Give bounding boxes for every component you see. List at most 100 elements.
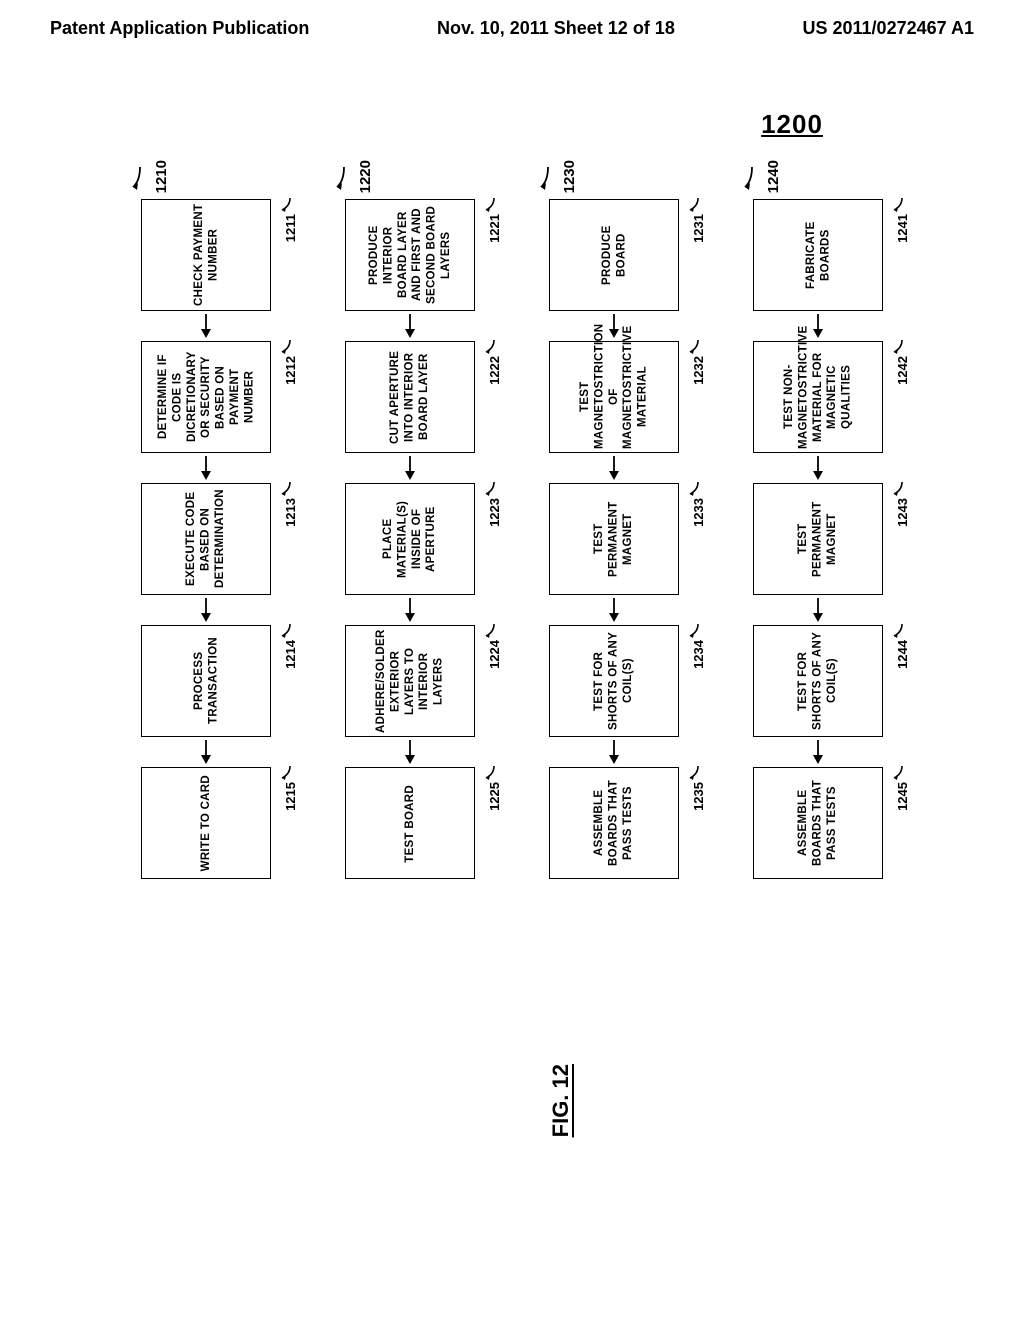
header-left: Patent Application Publication xyxy=(50,18,309,39)
step-ref-label: 1213 xyxy=(280,482,300,527)
flow-step-label: TEST PERMANENT MAGNET xyxy=(592,487,635,591)
flow-step-box: TEST FOR SHORTS OF ANY COIL(S)1244 xyxy=(753,625,883,737)
down-arrow-icon xyxy=(402,598,418,622)
flow-step-label: ASSEMBLE BOARDS THAT PASS TESTS xyxy=(592,771,635,875)
flow-step-label: TEST PERMANENT MAGNET xyxy=(796,487,839,591)
flow-step-box: CUT APERTURE INTO INTERIOR BOARD LAYER12… xyxy=(345,341,475,453)
column-ref-number: 1210 xyxy=(153,160,170,193)
step-ref-number: 1221 xyxy=(487,214,502,243)
patent-header: Patent Application Publication Nov. 10, … xyxy=(0,0,1024,39)
flow-step-box: TEST PERMANENT MAGNET1233 xyxy=(549,483,679,595)
hook-arrow-icon xyxy=(484,766,504,782)
down-arrow-icon xyxy=(810,740,826,764)
step-ref-label: 1232 xyxy=(688,340,708,385)
hook-arrow-icon xyxy=(892,624,912,640)
flow-step-box: TEST NON-MAGNETOSTRICTIVE MATERIAL FOR M… xyxy=(753,341,883,453)
flow-column-1220: 1220 PRODUCE INTERIOR BOARD LAYER AND FIR… xyxy=(325,160,495,879)
flow-step-label: WRITE TO CARD xyxy=(199,775,213,871)
hook-arrow-icon xyxy=(743,167,761,193)
step-ref-number: 1223 xyxy=(487,498,502,527)
hook-arrow-icon xyxy=(280,482,300,498)
down-arrow-icon xyxy=(606,314,622,338)
down-arrow-icon xyxy=(402,740,418,764)
step-ref-label: 1223 xyxy=(484,482,504,527)
hook-arrow-icon xyxy=(280,766,300,782)
step-ref-number: 1235 xyxy=(691,782,706,811)
flow-step-label: TEST NON-MAGNETOSTRICTIVE MATERIAL FOR M… xyxy=(782,345,854,449)
flow-step-box: PRODUCE INTERIOR BOARD LAYER AND FIRST A… xyxy=(345,199,475,311)
step-ref-number: 1211 xyxy=(283,214,298,242)
step-ref-number: 1234 xyxy=(691,640,706,669)
hook-arrow-icon xyxy=(484,198,504,214)
header-center: Nov. 10, 2011 Sheet 12 of 18 xyxy=(437,18,675,39)
flow-step-box: DETERMINE IF CODE IS DICRETIONARY OR SEC… xyxy=(141,341,271,453)
step-ref-label: 1242 xyxy=(892,340,912,385)
step-ref-label: 1243 xyxy=(892,482,912,527)
step-ref-number: 1224 xyxy=(487,640,502,669)
down-arrow-icon xyxy=(606,598,622,622)
step-ref-label: 1214 xyxy=(280,624,300,669)
hook-arrow-icon xyxy=(688,340,708,356)
flow-step-box: PRODUCE BOARD1231 xyxy=(549,199,679,311)
flow-step-label: PRODUCE BOARD xyxy=(600,203,629,307)
flow-step-label: CUT APERTURE INTO INTERIOR BOARD LAYER xyxy=(388,345,431,449)
step-ref-number: 1241 xyxy=(895,214,910,243)
flow-step-label: TEST BOARD xyxy=(403,785,417,863)
column-ref-label: 1220 xyxy=(335,160,374,193)
down-arrow-icon xyxy=(198,314,214,338)
flow-step-box: TEST FOR SHORTS OF ANY COIL(S)1234 xyxy=(549,625,679,737)
figure-caption: FIG. 12 xyxy=(548,1064,574,1137)
down-arrow-icon xyxy=(402,456,418,480)
step-ref-label: 1241 xyxy=(892,198,912,243)
step-ref-label: 1224 xyxy=(484,624,504,669)
step-ref-label: 1225 xyxy=(484,766,504,811)
hook-arrow-icon xyxy=(688,198,708,214)
hook-arrow-icon xyxy=(892,198,912,214)
step-ref-label: 1245 xyxy=(892,766,912,811)
column-ref-label: 1230 xyxy=(539,160,578,193)
flow-step-box: EXECUTE CODE BASED ON DETERMINATION1213 xyxy=(141,483,271,595)
hook-arrow-icon xyxy=(892,766,912,782)
step-ref-number: 1222 xyxy=(487,356,502,385)
down-arrow-icon xyxy=(810,456,826,480)
step-ref-label: 1215 xyxy=(280,766,300,811)
hook-arrow-icon xyxy=(484,482,504,498)
step-ref-number: 1243 xyxy=(895,498,910,527)
flow-column-1210: 1210CHECK PAYMENT NUMBER1211DETERMINE IF… xyxy=(121,160,291,879)
flow-step-label: TEST FOR SHORTS OF ANY COIL(S) xyxy=(592,629,635,733)
flow-step-box: ADHERE/SOLDER EXTERIOR LAYERS TO INTERIO… xyxy=(345,625,475,737)
step-ref-number: 1245 xyxy=(895,782,910,811)
flow-step-label: ASSEMBLE BOARDS THAT PASS TESTS xyxy=(796,771,839,875)
flow-step-label: TEST FOR SHORTS OF ANY COIL(S) xyxy=(796,629,839,733)
hook-arrow-icon xyxy=(539,167,557,193)
step-ref-label: 1234 xyxy=(688,624,708,669)
down-arrow-icon xyxy=(402,314,418,338)
down-arrow-icon xyxy=(810,314,826,338)
flow-step-label: EXECUTE CODE BASED ON DETERMINATION xyxy=(184,487,227,591)
hook-arrow-icon xyxy=(484,340,504,356)
step-ref-number: 1242 xyxy=(895,356,910,385)
hook-arrow-icon xyxy=(280,198,300,214)
hook-arrow-icon xyxy=(335,167,353,193)
step-ref-label: 1233 xyxy=(688,482,708,527)
flow-step-box: PROCESS TRANSACTION1214 xyxy=(141,625,271,737)
hook-arrow-icon xyxy=(280,340,300,356)
hook-arrow-icon xyxy=(892,482,912,498)
flow-step-box: ASSEMBLE BOARDS THAT PASS TESTS1235 xyxy=(549,767,679,879)
flow-step-label: CHECK PAYMENT NUMBER xyxy=(192,203,221,307)
hook-arrow-icon xyxy=(688,482,708,498)
hook-arrow-icon xyxy=(892,340,912,356)
flow-step-label: ADHERE/SOLDER EXTERIOR LAYERS TO INTERIO… xyxy=(374,629,446,733)
step-ref-label: 1231 xyxy=(688,198,708,243)
down-arrow-icon xyxy=(198,740,214,764)
flow-step-label: PLACE MATERIAL(S) INSIDE OF APERTURE xyxy=(381,487,439,591)
flow-step-label: DETERMINE IF CODE IS DICRETIONARY OR SEC… xyxy=(156,345,257,449)
step-ref-number: 1215 xyxy=(283,782,298,811)
column-ref-number: 1220 xyxy=(357,160,374,193)
step-ref-label: 1235 xyxy=(688,766,708,811)
flow-step-label: TEST MAGNETOSTRICTION OF MAGNETOSTRICTIV… xyxy=(578,345,650,449)
hook-arrow-icon xyxy=(280,624,300,640)
hook-arrow-icon xyxy=(131,167,149,193)
step-ref-number: 1214 xyxy=(283,640,298,669)
hook-arrow-icon xyxy=(688,766,708,782)
